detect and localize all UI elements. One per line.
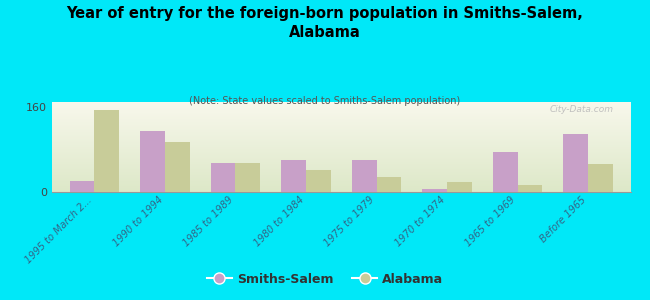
Legend: Smiths-Salem, Alabama: Smiths-Salem, Alabama	[202, 268, 448, 291]
Bar	[493, 152, 517, 192]
Bar	[564, 134, 588, 192]
Bar	[140, 131, 165, 192]
Bar	[517, 185, 542, 192]
Bar	[422, 189, 447, 192]
Bar	[70, 182, 94, 192]
Bar	[211, 163, 235, 192]
Text: Year of entry for the foreign-born population in Smiths-Salem,
Alabama: Year of entry for the foreign-born popul…	[66, 6, 584, 40]
Bar	[588, 164, 613, 192]
Bar	[306, 170, 331, 192]
Bar	[165, 142, 190, 192]
Text: City-Data.com: City-Data.com	[549, 105, 613, 114]
Bar	[94, 110, 119, 192]
Bar	[376, 177, 401, 192]
Bar	[447, 182, 472, 192]
Bar	[352, 160, 376, 192]
Bar	[235, 163, 260, 192]
Bar	[281, 160, 306, 192]
Text: (Note: State values scaled to Smiths-Salem population): (Note: State values scaled to Smiths-Sal…	[189, 96, 461, 106]
